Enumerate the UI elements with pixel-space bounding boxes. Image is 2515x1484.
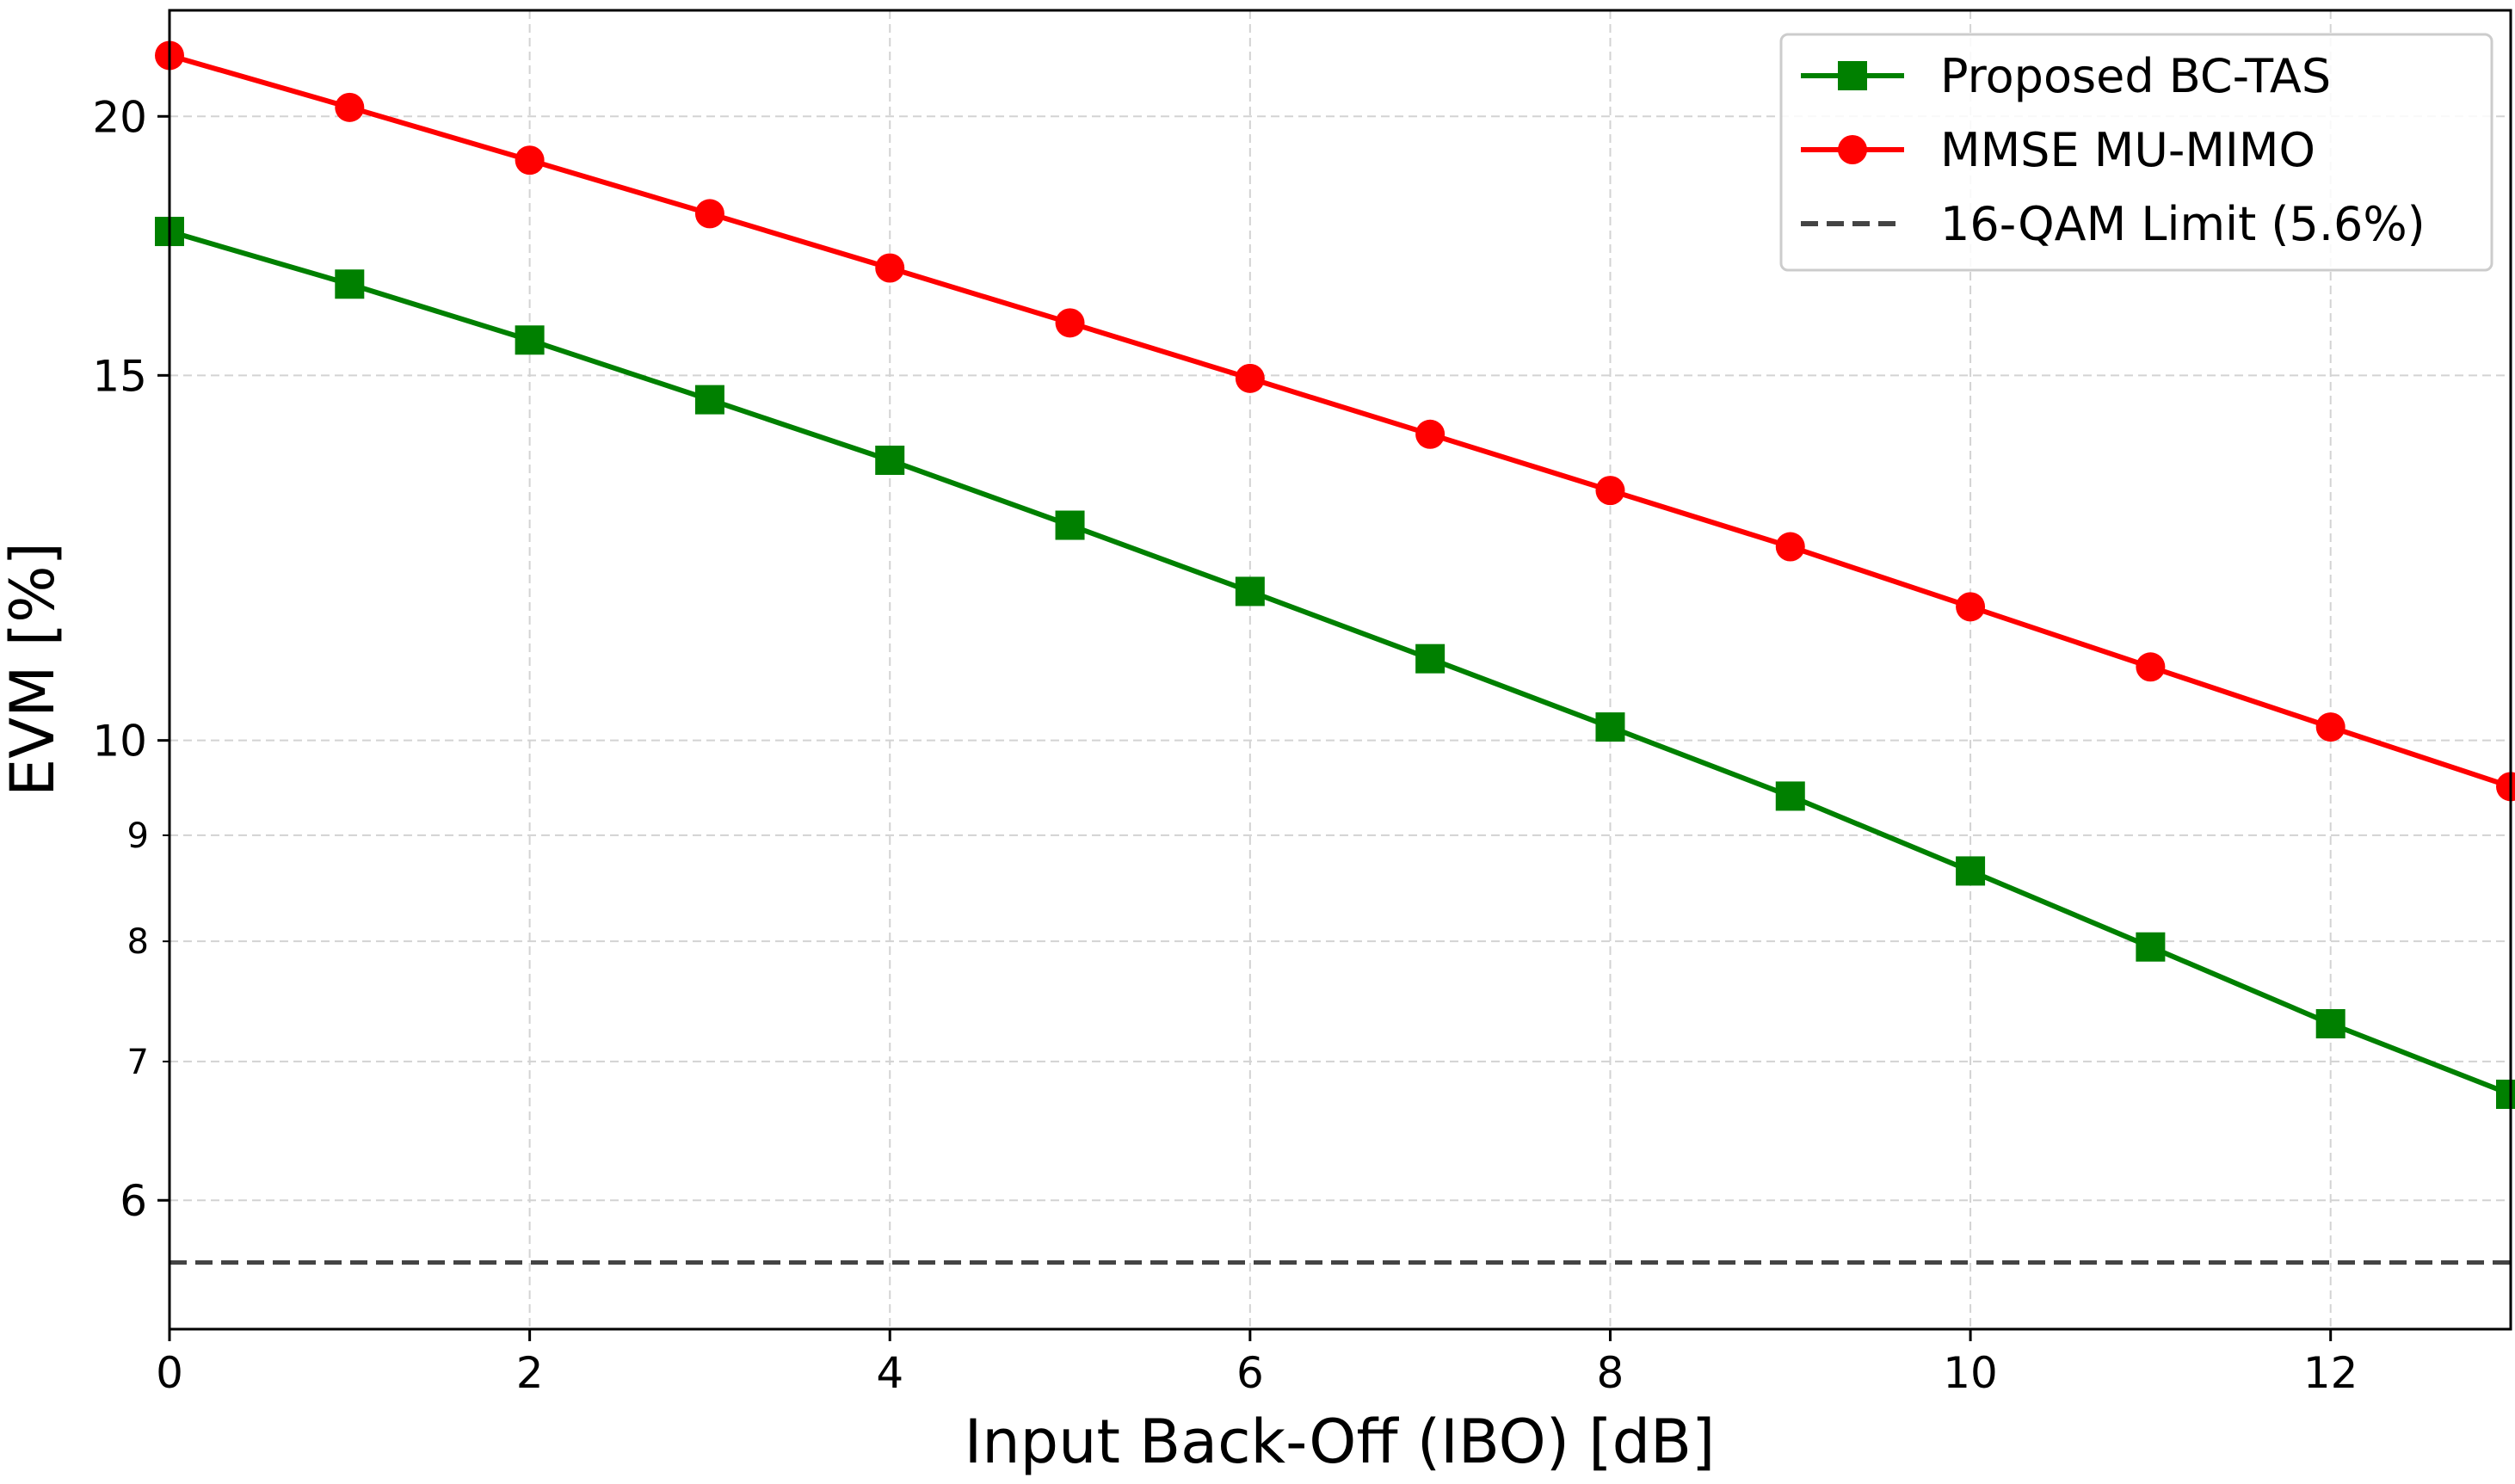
data-point-square [515,325,545,355]
data-point-circle [875,253,905,283]
legend: Proposed BC-TAS MMSE MU-MIMO 16-QAM Limit … [1779,33,2493,272]
y-minor-tick-label: 7 [127,1043,149,1082]
legend-item-mmse: MMSE MU-MIMO [1801,123,2315,177]
y-axis: 6 10 15 20 7 8 9 [92,92,170,1226]
x-axis-title: Input Back-Off (IBO) [dB] [965,1407,1716,1477]
legend-box [1779,33,2493,272]
x-tick-label: 6 [1236,1348,1264,1398]
data-point-circle [2136,652,2166,682]
y-tick-label: 20 [92,92,147,142]
x-tick-label: 2 [516,1348,544,1398]
x-axis: 0 2 4 6 8 10 12 [156,1329,2358,1398]
data-point-square [1775,781,1805,811]
data-point-square [1415,643,1446,674]
data-point-square [2315,1009,2345,1039]
y-axis-title: EVM [%] [0,542,68,797]
data-point-circle [335,92,365,122]
x-tick-label: 0 [156,1348,183,1398]
data-point-square [875,446,905,476]
x-tick-label: 8 [1597,1348,1624,1398]
series-line [169,52,2512,790]
data-point-circle [1775,532,1805,562]
data-point-square [1235,576,1265,607]
data-point-circle [515,145,545,175]
legend-label: 16-QAM Limit (5.6%) [1940,197,2426,251]
data-point-circle [1235,363,1265,393]
y-minor-tick-label: 8 [127,922,149,962]
data-point-square [1595,712,1625,742]
data-point-square [1055,510,1085,540]
legend-item-16qam-limit: 16-QAM Limit (5.6%) [1801,197,2426,251]
series-line [169,229,2512,1097]
grid-lines [169,10,2511,1329]
x-tick-label: 4 [876,1348,903,1398]
x-tick-label: 10 [1943,1348,1998,1398]
y-minor-tick-label: 9 [127,816,149,856]
data-point-circle [1055,308,1085,338]
plot-frame [168,9,2512,1331]
legend-label: Proposed BC-TAS [1940,49,2331,103]
data-point-square [1956,856,1986,886]
data-point-circle [2315,712,2345,742]
legend-swatch-square [1838,61,1867,90]
legend-label: MMSE MU-MIMO [1940,123,2315,177]
data-point-square [335,269,365,299]
data-point-square [694,385,724,415]
data-point-circle [1595,476,1625,506]
data-point-square [2496,1079,2515,1109]
y-tick-label: 10 [92,717,147,767]
data-point-circle [1956,592,1986,622]
data-point-square [2136,932,2166,962]
y-tick-label: 6 [120,1176,147,1226]
legend-swatch-circle [1838,135,1867,164]
data-point-circle [1415,419,1446,449]
data-point-circle [694,199,724,229]
x-tick-label: 12 [2303,1348,2358,1398]
legend-item-bc-tas: Proposed BC-TAS [1801,49,2331,103]
y-tick-label: 15 [92,351,147,401]
